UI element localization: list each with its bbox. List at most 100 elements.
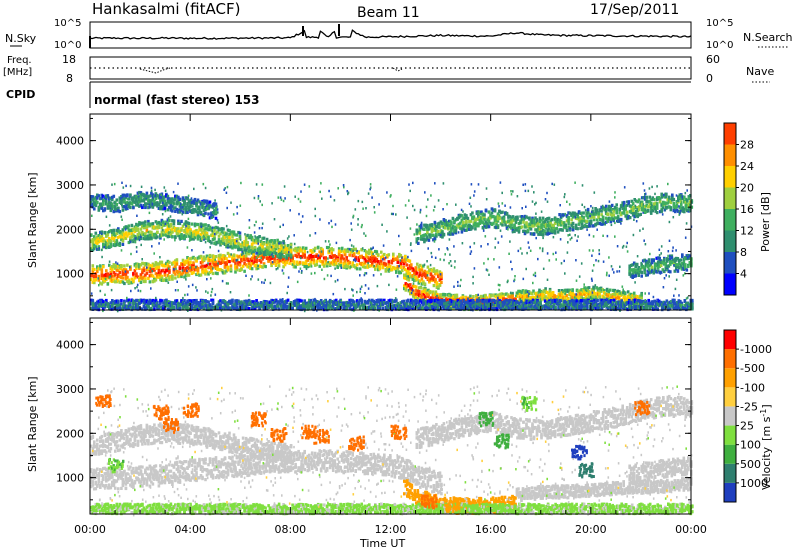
heatmap-cell <box>239 263 242 266</box>
heatmap-cell <box>116 203 119 206</box>
heatmap-cell <box>119 210 122 213</box>
heatmap-cell <box>669 270 672 273</box>
heatmap-cell <box>570 218 573 221</box>
heatmap-cell <box>129 193 132 196</box>
heatmap-cell <box>285 261 288 264</box>
heatmap-cell <box>673 198 676 201</box>
heatmap-cell <box>207 236 210 239</box>
heatmap-cell <box>677 270 680 273</box>
n-sky-line <box>90 30 691 39</box>
heatmap-cell <box>113 195 116 198</box>
heatmap-cell <box>317 246 320 249</box>
heatmap-cell <box>188 274 191 277</box>
heatmap-cell <box>156 231 159 234</box>
heatmap-cell <box>251 236 254 239</box>
heatmap-cell <box>640 271 643 274</box>
heatmap-cell <box>122 209 125 212</box>
heatmap-cell <box>438 225 441 228</box>
heatmap-cell <box>596 208 599 211</box>
heatmap-cell <box>195 259 198 262</box>
heatmap-cell <box>179 198 182 201</box>
heatmap-cell <box>633 292 636 295</box>
heatmap-cell <box>416 272 419 275</box>
heatmap-cell <box>144 220 147 223</box>
heatmap-cell <box>388 253 391 256</box>
heatmap-cell <box>95 275 98 278</box>
heatmap-cell <box>303 256 306 259</box>
heatmap-cell <box>243 270 246 273</box>
heatmap-cell <box>239 232 242 235</box>
heatmap-cell <box>433 267 436 270</box>
heatmap-cell <box>173 306 176 309</box>
heatmap-cell <box>158 226 161 229</box>
heatmap-cell <box>240 248 243 251</box>
heatmap-cell <box>222 227 225 230</box>
heatmap-cell <box>174 276 177 279</box>
heatmap-cell <box>576 227 579 230</box>
heatmap-cell <box>433 284 436 287</box>
heatmap-cell <box>197 269 200 272</box>
heatmap-cell <box>609 289 612 292</box>
heatmap-cell <box>228 260 231 263</box>
heatmap-cell <box>582 211 585 214</box>
heatmap-cell <box>663 258 666 261</box>
heatmap-cell <box>161 261 164 264</box>
heatmap-cell <box>490 294 493 297</box>
heatmap-cell <box>485 209 488 212</box>
heatmap-cell <box>273 241 276 244</box>
heatmap-cell <box>222 239 225 242</box>
noise-left-tick-high: 10^5 <box>54 18 81 29</box>
heatmap-cell <box>215 255 218 258</box>
heatmap-cell <box>612 213 615 216</box>
heatmap-cell <box>282 255 285 258</box>
heatmap-cell <box>204 224 207 227</box>
heatmap-cell <box>503 217 506 220</box>
heatmap-cell <box>561 229 564 232</box>
heatmap-cell <box>95 278 98 281</box>
heatmap-cell <box>389 265 392 268</box>
heatmap-cell <box>620 218 623 221</box>
heatmap-cell <box>426 224 429 227</box>
heatmap-cell <box>670 206 673 209</box>
heatmap-cell <box>686 268 689 271</box>
heatmap-cell <box>144 280 147 283</box>
heatmap-cell <box>113 229 116 232</box>
heatmap-cell <box>427 266 430 269</box>
heatmap-cell <box>279 256 282 259</box>
heatmap-cell <box>303 250 306 253</box>
heatmap-cell <box>474 227 477 230</box>
heatmap-cell <box>263 242 266 245</box>
heatmap-cell <box>615 203 618 206</box>
heatmap-cell <box>472 295 475 298</box>
cpid-label: CPID <box>6 88 35 101</box>
heatmap-cell <box>189 261 192 264</box>
heatmap-cell <box>318 265 321 268</box>
heatmap-cell <box>137 227 140 230</box>
heatmap-cell <box>397 261 400 264</box>
heatmap-cell <box>336 258 339 261</box>
heatmap-cell <box>587 208 590 211</box>
heatmap-cell <box>467 217 470 220</box>
heatmap-cell <box>470 220 473 223</box>
heatmap-cell <box>312 258 315 261</box>
heatmap-cell <box>501 223 504 226</box>
heatmap-cell <box>162 221 165 224</box>
heatmap-cell <box>192 261 195 264</box>
heatmap-cell <box>164 274 167 277</box>
heatmap-cell <box>105 269 108 272</box>
heatmap-cell <box>429 290 432 293</box>
heatmap-cell <box>171 209 174 212</box>
heatmap-cell <box>671 194 674 197</box>
heatmap-cell <box>356 267 359 270</box>
heatmap-cell <box>681 253 684 256</box>
heatmap-cell <box>648 258 651 261</box>
heatmap-cell <box>539 217 542 220</box>
heatmap-cell <box>443 233 446 236</box>
heatmap-cell <box>213 237 216 240</box>
heatmap-cell <box>258 235 261 238</box>
heatmap-cell <box>680 258 683 261</box>
heatmap-cell <box>158 266 161 269</box>
heatmap-cell <box>122 239 125 242</box>
n-search-label: N.Search <box>743 31 793 44</box>
heatmap-cell <box>615 211 618 214</box>
